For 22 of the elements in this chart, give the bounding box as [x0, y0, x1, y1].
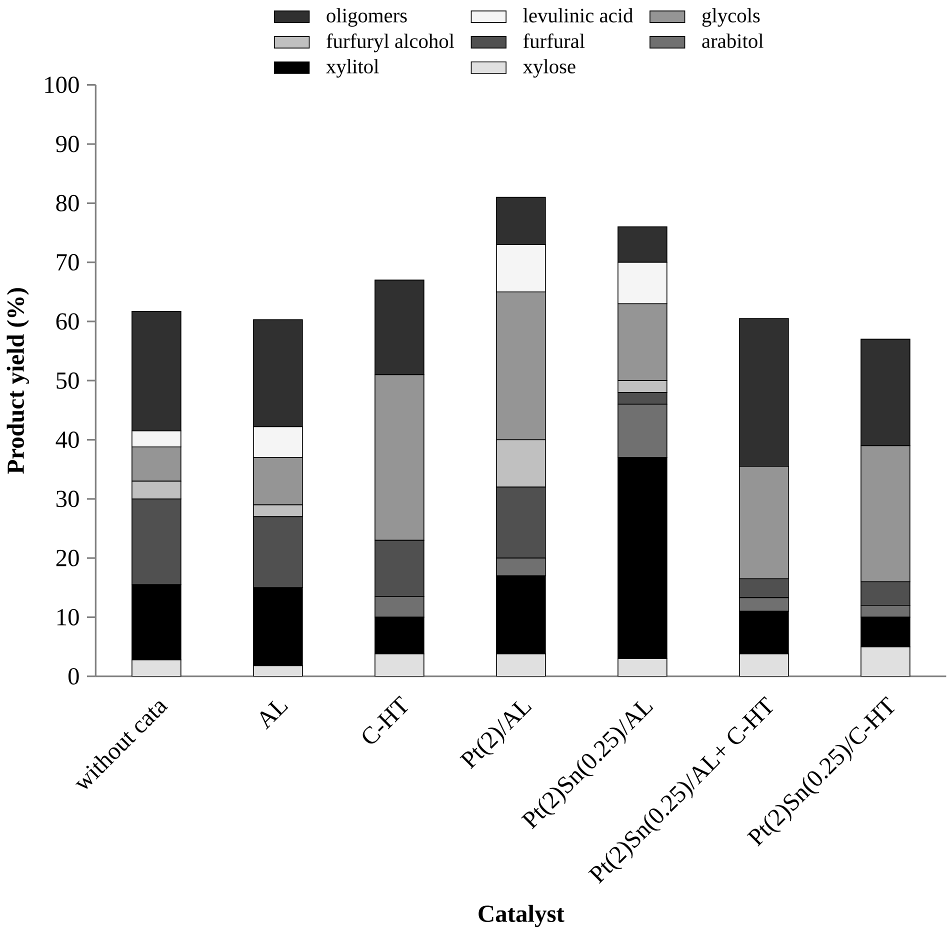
- y-tick-label: 60: [56, 313, 79, 330]
- y-tick-label: 80: [56, 194, 79, 212]
- legend-label: arabitol: [702, 34, 764, 48]
- legend-label: furfuryl alcohol: [326, 34, 454, 52]
- y-tick-label: 50: [56, 372, 79, 389]
- legend-label: glycols: [702, 8, 760, 27]
- legend-label: levulinic acid: [523, 8, 634, 23]
- x-tick-label: AL: [260, 700, 288, 730]
- y-tick-label: 70: [56, 254, 79, 271]
- y-axis-title: Product yield (%): [6, 288, 30, 474]
- legend-label: furfural: [523, 34, 585, 48]
- legend-label: xylitol: [326, 59, 379, 78]
- legend-label: oligomers: [326, 8, 407, 27]
- x-axis-title: Catalyst: [478, 904, 564, 928]
- y-tick-label: 20: [56, 550, 79, 566]
- y-tick-label: 100: [45, 76, 79, 94]
- y-tick-label: 0: [68, 668, 79, 685]
- y-tick-label: 40: [56, 432, 79, 448]
- y-tick-label: 90: [56, 136, 79, 152]
- y-tick-label: 10: [57, 609, 79, 626]
- y-tick-label: 30: [56, 490, 79, 508]
- legend-label: xylose: [522, 59, 576, 78]
